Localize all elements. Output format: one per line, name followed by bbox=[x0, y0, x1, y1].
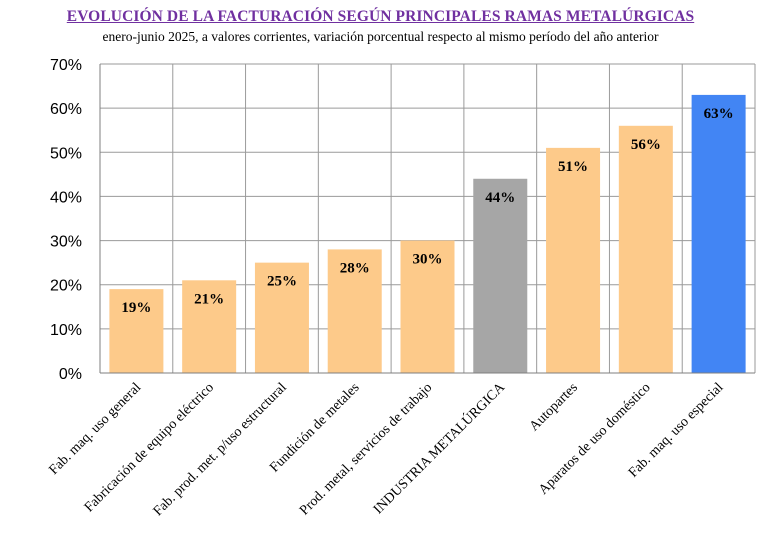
x-category-label: INDUSTRIA METALÚRGICA bbox=[370, 378, 509, 517]
y-tick-label: 10% bbox=[50, 322, 82, 339]
y-tick-label: 20% bbox=[50, 278, 82, 295]
y-tick-label: 0% bbox=[59, 366, 82, 383]
bar bbox=[400, 240, 455, 373]
bar bbox=[109, 289, 164, 373]
data-label: 63% bbox=[704, 106, 734, 122]
data-label: 28% bbox=[340, 260, 370, 276]
y-tick-label: 50% bbox=[50, 145, 82, 162]
bar bbox=[691, 94, 746, 374]
bar bbox=[618, 125, 673, 373]
data-label: 25% bbox=[267, 274, 297, 290]
bar bbox=[546, 147, 601, 373]
y-tick-label: 60% bbox=[50, 101, 82, 118]
bar bbox=[254, 262, 309, 373]
x-category-label: Fab. prod. met. p/uso estructural bbox=[151, 380, 290, 519]
bar bbox=[473, 178, 528, 373]
data-label: 21% bbox=[194, 291, 224, 307]
y-tick-label: 40% bbox=[50, 189, 82, 206]
data-label: 51% bbox=[558, 159, 588, 175]
x-category-label: Autopartes bbox=[527, 380, 581, 434]
bar bbox=[182, 280, 237, 373]
x-category-label: Fabricación de equipo eléctrico bbox=[82, 380, 217, 515]
chart-title: EVOLUCIÓN DE LA FACTURACIÓN SEGÚN PRINCI… bbox=[66, 8, 695, 25]
data-label: 30% bbox=[413, 252, 443, 268]
data-label: 44% bbox=[485, 190, 515, 206]
data-label: 56% bbox=[631, 137, 661, 153]
chart-subtitle: enero-junio 2025, a valores corrientes, … bbox=[102, 29, 659, 44]
x-category-label: Prod. metal, servicios de trabajo bbox=[297, 380, 435, 518]
y-tick-label: 70% bbox=[50, 57, 82, 74]
y-tick-label: 30% bbox=[50, 234, 82, 251]
bar bbox=[327, 249, 382, 373]
data-label: 19% bbox=[121, 300, 151, 316]
